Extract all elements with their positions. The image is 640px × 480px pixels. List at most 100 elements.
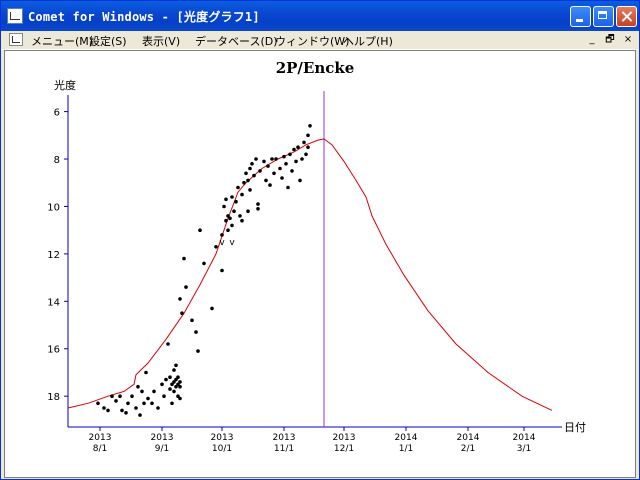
mdi-close-button[interactable]: × xyxy=(623,34,633,45)
menu-item-database[interactable]: データベース(D) xyxy=(195,35,278,48)
observation-point xyxy=(242,180,246,185)
observation-point xyxy=(220,268,224,273)
observation-point xyxy=(178,384,182,389)
graph-window: 2P/Encke 光度 日付 6 8 10 12 14 16 18 2013 8/1 2013 9… xyxy=(4,50,636,478)
observation-point xyxy=(244,171,248,176)
observation-point xyxy=(248,166,252,171)
observation-point xyxy=(180,311,184,316)
window-title: Comet for Windows - [光度グラフ1] xyxy=(28,10,260,24)
observation-point xyxy=(232,209,236,213)
observation-point xyxy=(230,195,234,199)
chart-title: 2P/Encke xyxy=(276,59,355,77)
observation-point xyxy=(126,401,130,406)
observation-point xyxy=(146,396,150,401)
observation-point xyxy=(248,188,252,192)
observation-point xyxy=(214,245,218,249)
x-tick-label: 12/1 xyxy=(334,444,354,454)
observation-point xyxy=(294,159,298,164)
menu-item-settings[interactable]: 設定(S) xyxy=(89,35,127,48)
observation-point xyxy=(172,368,176,372)
x-tick-label: 2/1 xyxy=(461,444,475,454)
observation-point xyxy=(222,204,226,209)
y-ticks: 6 8 10 12 14 16 18 xyxy=(47,108,68,403)
observation-point xyxy=(268,183,272,187)
y-tick-label: 14 xyxy=(47,297,60,308)
observation-point xyxy=(308,124,312,128)
observation-point xyxy=(142,401,146,406)
observation-point xyxy=(226,214,230,218)
observation-point xyxy=(246,178,250,183)
x-tick-year: 2014 xyxy=(457,433,480,443)
observation-point xyxy=(178,380,182,384)
x-tick-year: 2013 xyxy=(273,433,296,443)
observation-point xyxy=(256,207,260,211)
observation-point xyxy=(136,384,140,389)
document-icon[interactable] xyxy=(9,33,23,46)
y-tick-label: 16 xyxy=(47,345,60,356)
y-tick-label: 6 xyxy=(54,108,60,119)
observation-point xyxy=(278,166,282,171)
observation-point xyxy=(150,401,154,406)
observation-point xyxy=(102,406,106,410)
observation-point xyxy=(286,185,290,190)
observation-point xyxy=(224,197,228,202)
observation-point xyxy=(256,202,260,206)
observation-point xyxy=(110,394,114,399)
observation-point xyxy=(168,375,172,380)
observation-point xyxy=(162,394,166,399)
mdi-minimize-button[interactable]: _ xyxy=(589,34,595,45)
observation-point xyxy=(184,285,188,289)
app-icon[interactable] xyxy=(7,8,23,24)
menu-item-window[interactable]: ウィンドウ(W) xyxy=(275,35,350,48)
menu-item-view[interactable]: 表示(V) xyxy=(142,35,181,48)
close-button[interactable] xyxy=(616,6,637,27)
maximize-button[interactable] xyxy=(593,6,614,27)
observation-point xyxy=(152,389,156,394)
observation-point xyxy=(176,382,180,387)
minimize-button[interactable] xyxy=(570,6,591,27)
observation-point xyxy=(272,171,276,176)
title-bar[interactable]: Comet for Windows - [光度グラフ1] xyxy=(1,1,639,31)
observation-point xyxy=(198,228,202,232)
observation-point xyxy=(170,382,174,387)
mdi-restore-button[interactable]: 🗗 xyxy=(605,34,615,45)
observation-point xyxy=(190,318,194,323)
x-tick-label: 8/1 xyxy=(93,444,107,454)
observation-point xyxy=(114,399,118,403)
observation-point xyxy=(134,406,138,410)
observation-point xyxy=(220,233,224,237)
y-tick-label: 8 xyxy=(54,155,60,166)
observation-point xyxy=(166,342,170,346)
observation-point xyxy=(160,382,164,387)
x-tick-year: 2013 xyxy=(89,433,112,443)
observation-point xyxy=(118,394,122,399)
observation-point xyxy=(306,145,310,149)
observation-point xyxy=(282,154,286,159)
observation-point xyxy=(120,408,124,413)
observation-point xyxy=(246,209,250,213)
observation-points xyxy=(96,124,312,417)
menu-item-help[interactable]: ヘルプ(H) xyxy=(343,35,393,48)
observation-point xyxy=(178,396,182,401)
observation-point xyxy=(284,162,288,166)
observation-point xyxy=(290,169,294,173)
x-tick-label: 3/1 xyxy=(517,444,531,454)
observation-point xyxy=(174,384,178,389)
x-tick-year: 2013 xyxy=(151,433,174,443)
observation-point xyxy=(252,173,256,178)
observation-point xyxy=(230,223,234,228)
observation-point xyxy=(182,256,186,261)
observation-point xyxy=(196,349,200,353)
observation-point xyxy=(250,162,254,166)
observation-point xyxy=(262,159,266,164)
y-axis-label: 光度 xyxy=(54,78,76,92)
observation-point xyxy=(156,406,160,410)
observation-point xyxy=(106,408,110,413)
observation-point xyxy=(140,389,144,394)
observation-point xyxy=(306,133,310,138)
menu-item-menu[interactable]: メニュー(M) xyxy=(31,35,94,48)
observation-point xyxy=(236,185,240,190)
y-tick-label: 12 xyxy=(47,250,60,261)
